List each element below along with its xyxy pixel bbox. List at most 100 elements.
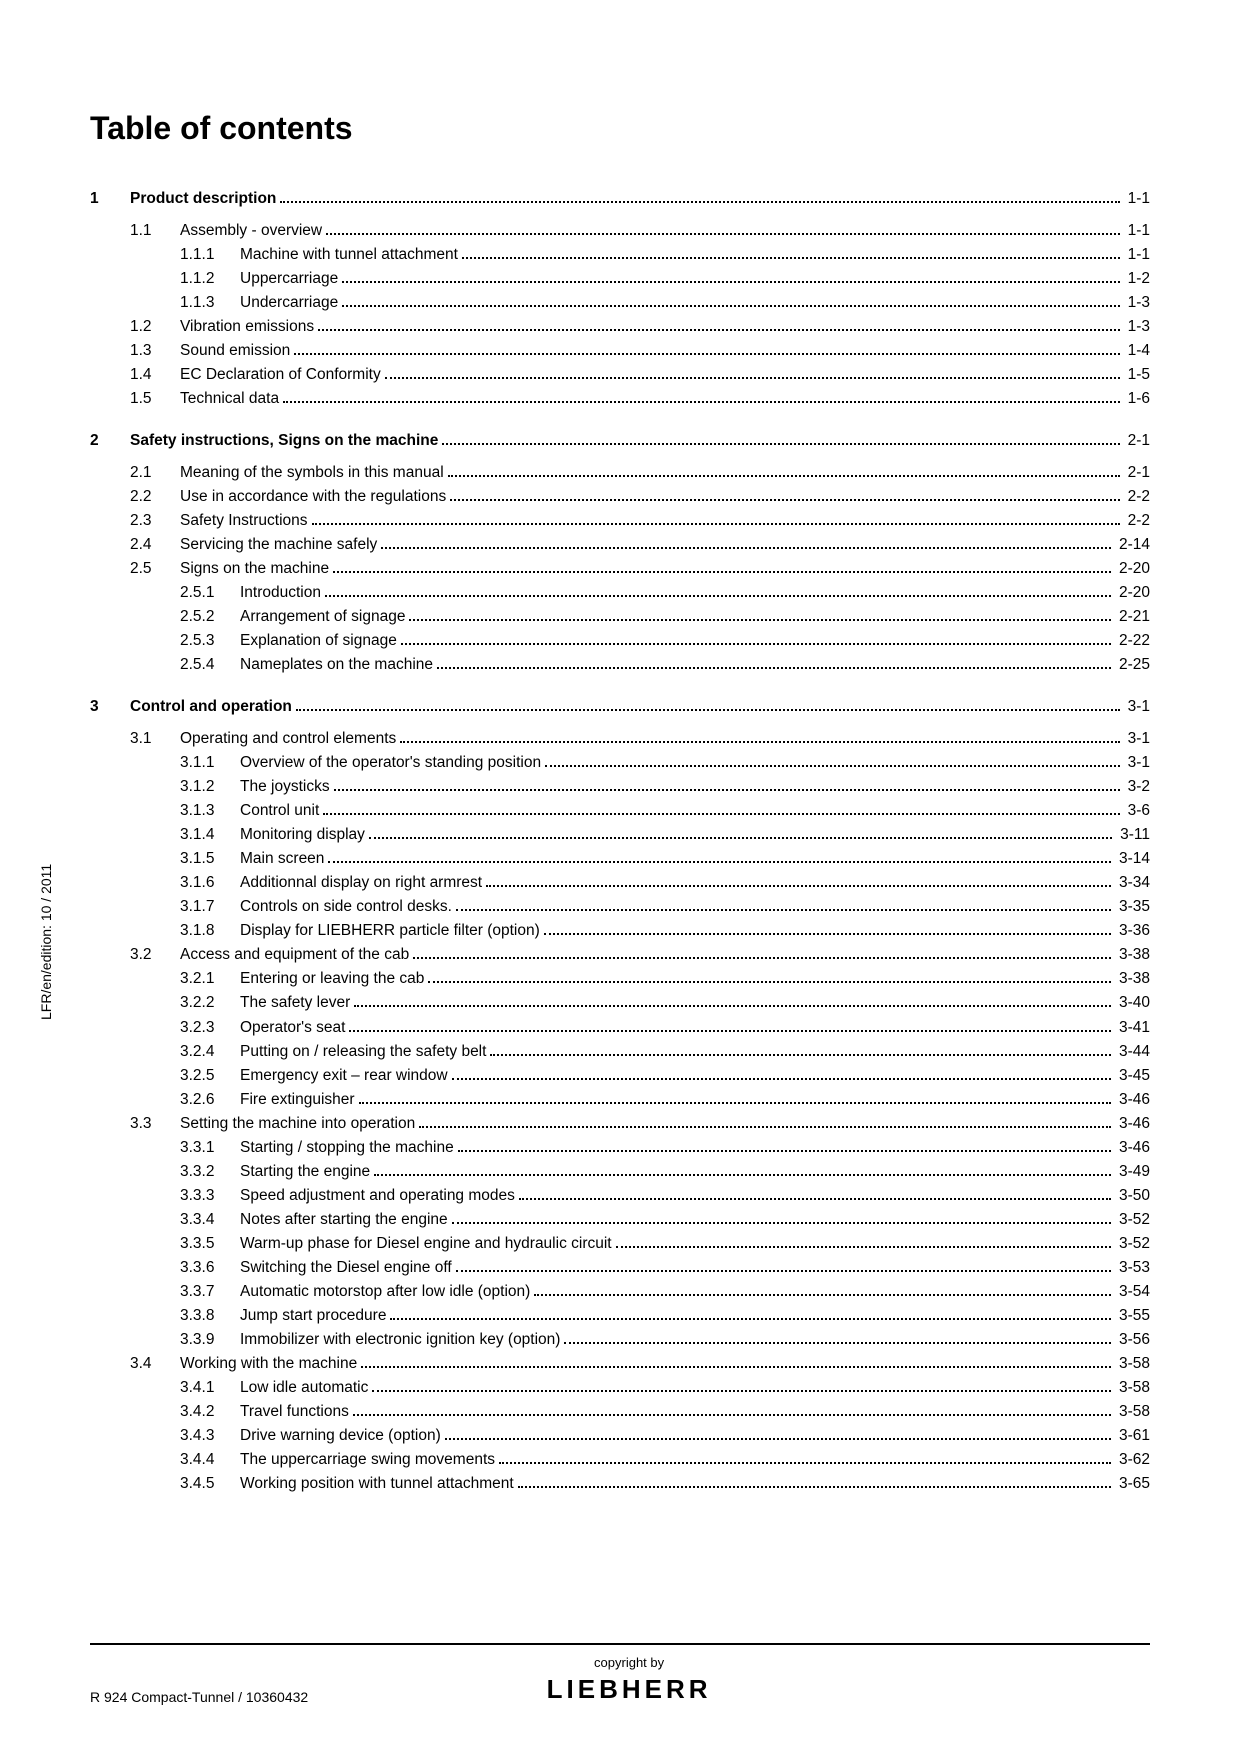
toc-section-title: Working with the machine [180,1352,357,1376]
toc-subsection-title: The safety lever [240,991,350,1015]
toc-subsection-num: 3.2.4 [180,1040,240,1064]
toc-subsection-title: Arrangement of signage [240,605,405,629]
toc-subsection-num: 3.3.8 [180,1304,240,1328]
toc-subsection-num: 1.1.2 [180,267,240,291]
toc-section-num: 1.5 [130,387,180,411]
dot-leader [296,699,1120,711]
toc-subsection-row: 3.3.1Starting / stopping the machine 3-4… [90,1136,1150,1160]
toc-subsection-title: Travel functions [240,1400,349,1424]
toc-subsection-title: Explanation of signage [240,629,397,653]
dot-leader [409,609,1111,621]
toc-subsection-num: 3.3.2 [180,1160,240,1184]
toc-page-ref: 1-5 [1124,363,1150,387]
dot-leader [419,1115,1111,1127]
dot-leader [458,1139,1111,1151]
toc-subsection-title: Operator's seat [240,1016,345,1040]
toc-subsection-num: 3.1.8 [180,919,240,943]
toc-subsection-row: 3.1.4Monitoring display 3-11 [90,823,1150,847]
dot-leader [385,367,1120,379]
toc-section-title: Meaning of the symbols in this manual [180,461,444,485]
toc-subsection-row: 3.3.7Automatic motorstop after low idle … [90,1280,1150,1304]
toc-subsection-title: The uppercarriage swing movements [240,1448,495,1472]
toc-subsection-title: Introduction [240,581,321,605]
toc-subsection-row: 3.4.5Working position with tunnel attach… [90,1472,1150,1496]
toc-subsection-title: Working position with tunnel attachment [240,1472,514,1496]
toc-chapter-num: 2 [90,429,130,453]
toc-page-ref: 3-35 [1115,895,1150,919]
toc-subsection-row: 1.1.1Machine with tunnel attachment 1-1 [90,243,1150,267]
toc-subsection-row: 3.1.7Controls on side control desks. 3-3… [90,895,1150,919]
toc-subsection-num: 3.3.1 [180,1136,240,1160]
toc-chapter-row: 2Safety instructions, Signs on the machi… [90,429,1150,453]
toc-subsection-row: 3.4.4The uppercarriage swing movements 3… [90,1448,1150,1472]
toc-page-ref: 3-50 [1115,1184,1150,1208]
toc-subsection-num: 3.2.6 [180,1088,240,1112]
toc-subsection-row: 3.3.9Immobilizer with electronic ignitio… [90,1328,1150,1352]
dot-leader [334,779,1120,791]
toc-subsection-num: 3.3.7 [180,1280,240,1304]
dot-leader [359,1091,1111,1103]
dot-leader [450,489,1119,501]
toc-section-title: Signs on the machine [180,557,329,581]
toc-section-row: 2.3Safety Instructions 2-2 [90,509,1150,533]
toc-subsection-title: Speed adjustment and operating modes [240,1184,515,1208]
toc-subsection-row: 2.5.3Explanation of signage 2-22 [90,629,1150,653]
toc-section-title: EC Declaration of Conformity [180,363,381,387]
dot-leader [312,513,1120,525]
dot-leader [401,633,1111,645]
toc-section-row: 2.4Servicing the machine safely 2-14 [90,533,1150,557]
toc-section-row: 1.2Vibration emissions 1-3 [90,315,1150,339]
toc-subsection-title: Undercarriage [240,291,338,315]
dot-leader [452,1067,1111,1079]
toc-subsection-num: 3.2.1 [180,967,240,991]
toc-subsection-row: 3.4.2Travel functions 3-58 [90,1400,1150,1424]
toc-page-ref: 1-3 [1124,315,1150,339]
dot-leader [369,827,1112,839]
dot-leader [325,585,1111,597]
toc-subsection-num: 3.3.9 [180,1328,240,1352]
toc-subsection-num: 1.1.3 [180,291,240,315]
toc-section-num: 3.2 [130,943,180,967]
toc-subsection-row: 3.3.6Switching the Diesel engine off 3-5… [90,1256,1150,1280]
dot-leader [280,191,1119,203]
toc-page-ref: 1-4 [1124,339,1150,363]
toc-page-ref: 2-22 [1115,629,1150,653]
toc-section-row: 1.4EC Declaration of Conformity 1-5 [90,363,1150,387]
toc-section-row: 1.5Technical data 1-6 [90,387,1150,411]
toc-subsection-title: Additionnal display on right armrest [240,871,482,895]
toc-section-title: Use in accordance with the regulations [180,485,446,509]
toc-page-ref: 2-2 [1124,485,1150,509]
toc-subsection-row: 3.2.5Emergency exit – rear window 3-45 [90,1064,1150,1088]
toc-subsection-num: 3.3.4 [180,1208,240,1232]
toc-section-num: 3.4 [130,1352,180,1376]
toc-subsection-num: 3.4.5 [180,1472,240,1496]
toc-section-num: 3.3 [130,1112,180,1136]
toc-page-ref: 3-62 [1115,1448,1150,1472]
toc-subsection-row: 3.2.1Entering or leaving the cab 3-38 [90,967,1150,991]
toc-page-ref: 2-1 [1124,429,1150,453]
toc-page-ref: 3-52 [1115,1208,1150,1232]
toc-subsection-num: 3.1.4 [180,823,240,847]
dot-leader [400,731,1119,743]
toc-section-num: 2.4 [130,533,180,557]
toc-page-ref: 1-3 [1124,291,1150,315]
footer-left: R 924 Compact-Tunnel / 10360432 [90,1689,308,1705]
toc-section-num: 2.3 [130,509,180,533]
toc-subsection-title: Starting the engine [240,1160,370,1184]
toc-subsection-row: 3.1.6Additionnal display on right armres… [90,871,1150,895]
toc-chapter: 1Product description 1-11.1Assembly - ov… [90,187,1150,411]
dot-leader [544,923,1111,935]
toc-section-title: Setting the machine into operation [180,1112,415,1136]
toc-page-ref: 1-1 [1124,219,1150,243]
toc-section-row: 3.1Operating and control elements 3-1 [90,727,1150,751]
toc-page-ref: 1-1 [1124,187,1150,211]
toc-page-ref: 3-54 [1115,1280,1150,1304]
toc-subsection-title: Immobilizer with electronic ignition key… [240,1328,560,1352]
toc-subsection-title: Warm-up phase for Diesel engine and hydr… [240,1232,612,1256]
toc-subsection-row: 3.4.1Low idle automatic 3-58 [90,1376,1150,1400]
toc-subsection-row: 3.3.8Jump start procedure 3-55 [90,1304,1150,1328]
toc-subsection-row: 3.2.2The safety lever 3-40 [90,991,1150,1015]
toc-chapter-row: 1Product description 1-1 [90,187,1150,211]
dot-leader [428,971,1111,983]
toc-section-num: 1.2 [130,315,180,339]
